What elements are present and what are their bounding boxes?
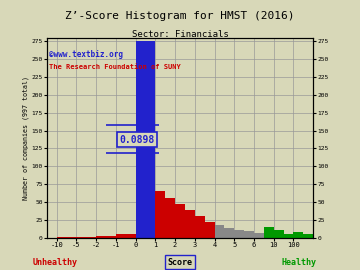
Bar bbox=[269, 235, 274, 238]
Bar bbox=[284, 236, 288, 238]
Bar bbox=[293, 237, 296, 238]
Text: Healthy: Healthy bbox=[282, 258, 317, 266]
Text: The Research Foundation of SUNY: The Research Foundation of SUNY bbox=[49, 64, 181, 70]
Bar bbox=[303, 234, 313, 238]
Bar bbox=[293, 232, 303, 238]
Text: Sector: Financials: Sector: Financials bbox=[132, 30, 228, 39]
Bar bbox=[195, 216, 205, 238]
Bar bbox=[259, 234, 264, 238]
Bar bbox=[224, 228, 234, 238]
Bar bbox=[76, 237, 96, 238]
Y-axis label: Number of companies (997 total): Number of companies (997 total) bbox=[22, 76, 28, 200]
Bar bbox=[254, 233, 264, 238]
Bar bbox=[234, 230, 244, 238]
Text: 0.0898: 0.0898 bbox=[120, 135, 155, 145]
Text: ©www.textbiz.org: ©www.textbiz.org bbox=[49, 50, 123, 59]
Text: Unhealthy: Unhealthy bbox=[32, 258, 77, 266]
Bar bbox=[185, 211, 195, 238]
Bar bbox=[288, 236, 293, 238]
Bar bbox=[96, 236, 116, 238]
Bar bbox=[215, 225, 224, 238]
Bar bbox=[264, 235, 269, 238]
Bar bbox=[274, 231, 284, 238]
Bar bbox=[175, 204, 185, 238]
Bar bbox=[136, 41, 155, 238]
Bar bbox=[165, 198, 175, 238]
Bar bbox=[57, 237, 76, 238]
Text: Z’-Score Histogram for HMST (2016): Z’-Score Histogram for HMST (2016) bbox=[65, 11, 295, 21]
Bar bbox=[264, 227, 274, 238]
Text: Score: Score bbox=[167, 258, 193, 266]
Bar bbox=[155, 191, 165, 238]
Bar bbox=[279, 236, 284, 238]
Bar bbox=[274, 235, 279, 238]
Bar bbox=[284, 234, 293, 238]
Bar bbox=[244, 231, 254, 238]
Bar bbox=[205, 222, 215, 238]
Bar bbox=[116, 234, 136, 238]
Bar bbox=[136, 41, 155, 238]
